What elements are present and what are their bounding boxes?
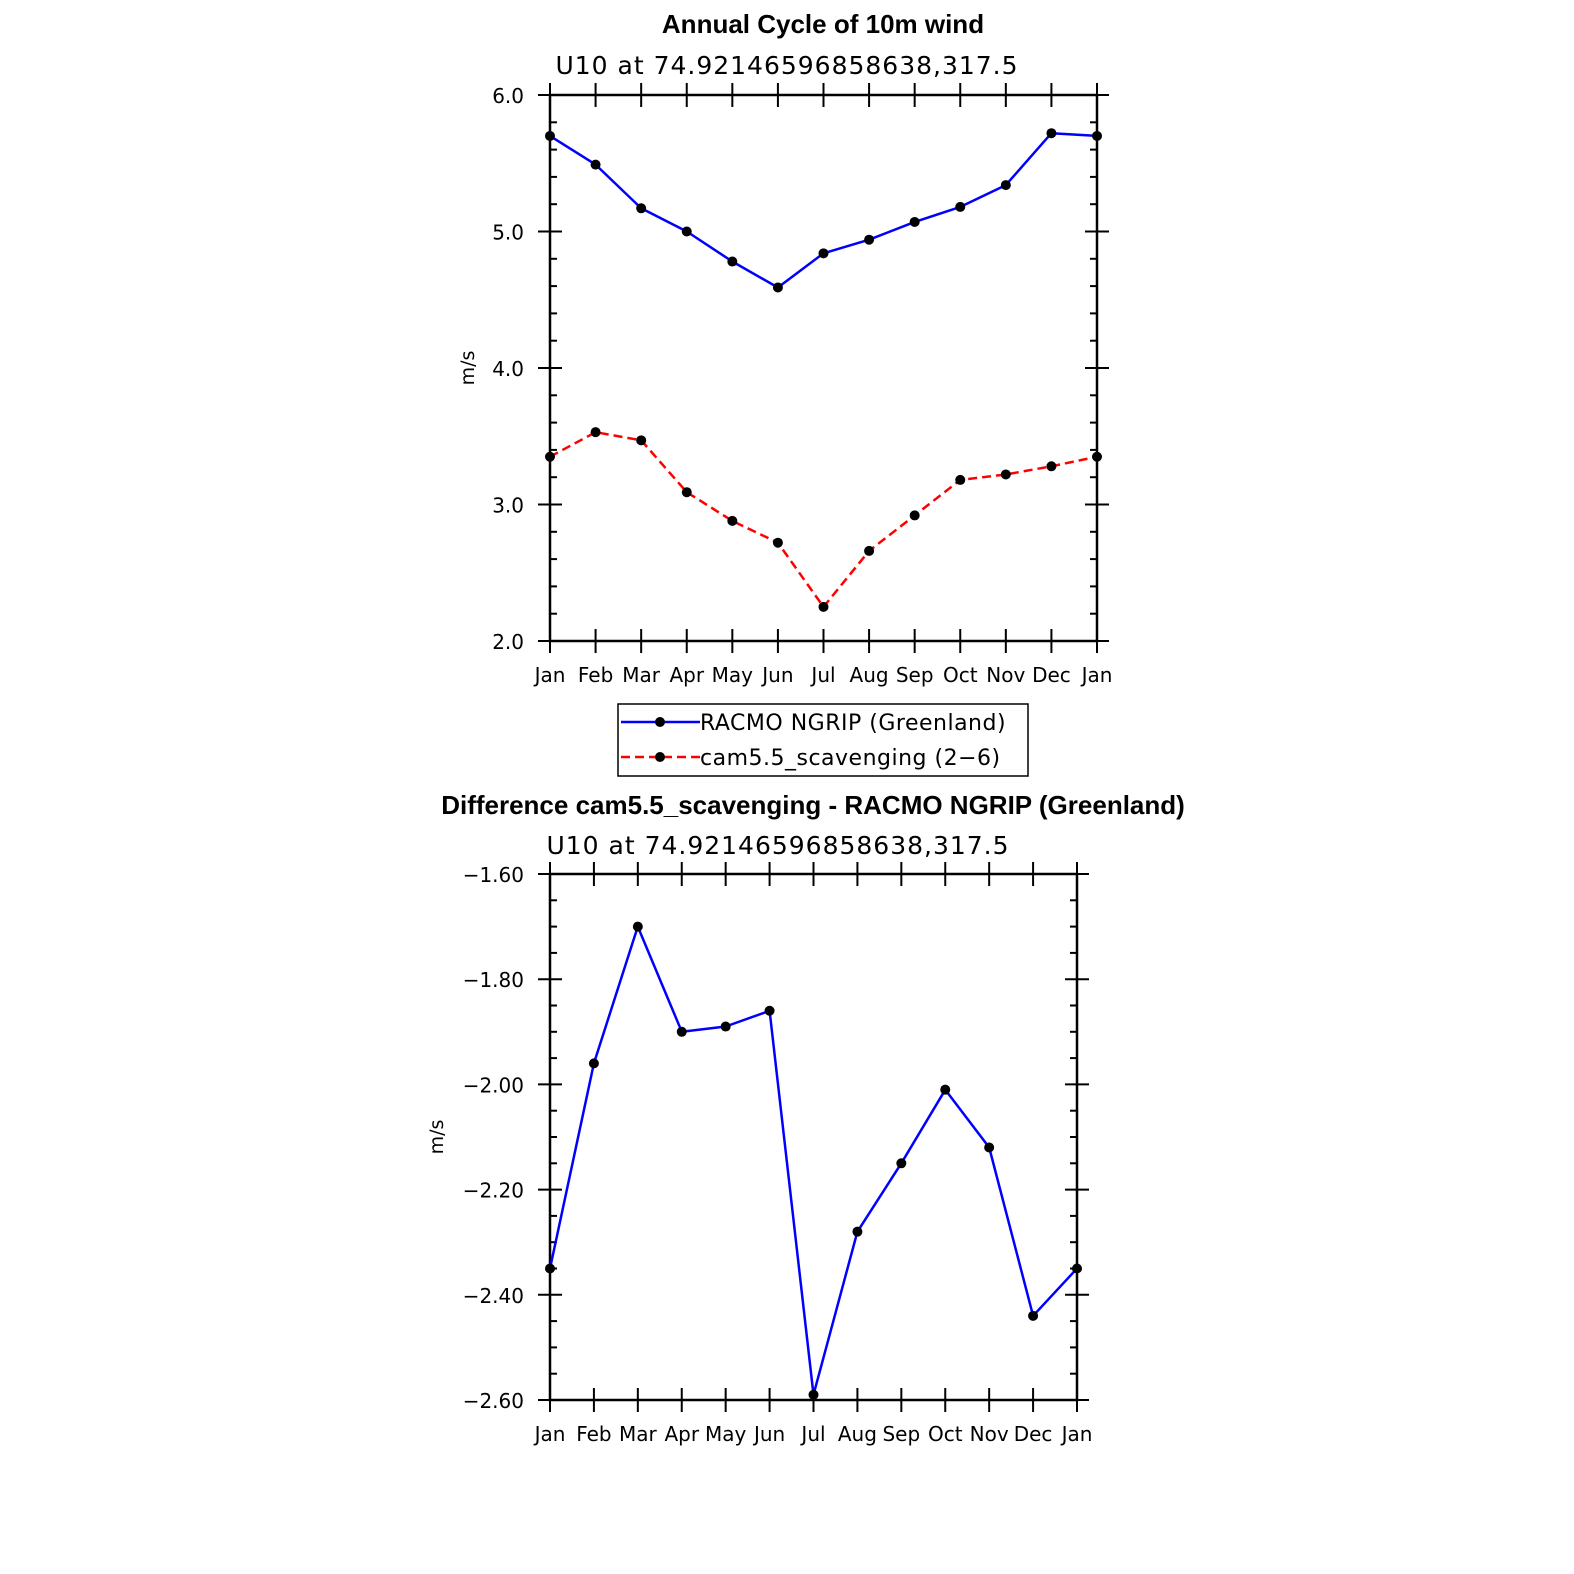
data-point xyxy=(955,201,966,212)
data-point xyxy=(545,451,555,462)
x-tick-label: May xyxy=(705,1422,747,1446)
data-point xyxy=(681,487,692,498)
data-point xyxy=(632,921,643,932)
x-tick-label: Jan xyxy=(1060,1422,1093,1446)
y-tick-label: −1.60 xyxy=(463,863,524,887)
y-tick-label: −2.40 xyxy=(463,1284,524,1308)
series-line-1 xyxy=(548,925,1078,1396)
y-tick-label: 3.0 xyxy=(492,494,524,518)
data-point xyxy=(1072,1263,1082,1274)
x-tick-label: Jan xyxy=(533,1422,566,1446)
x-tick-label: Sep xyxy=(882,1422,920,1446)
x-tick-label: Apr xyxy=(669,663,704,687)
data-point xyxy=(636,203,647,214)
x-tick-label: Apr xyxy=(664,1422,699,1446)
x-tick-label: Dec xyxy=(1032,663,1071,687)
x-tick-label: Nov xyxy=(970,1422,1009,1446)
x-tick-label: Jan xyxy=(1080,663,1113,687)
data-point xyxy=(909,216,920,227)
data-point xyxy=(1000,180,1011,191)
plot-frame xyxy=(548,93,1099,643)
y-tick-label: −2.60 xyxy=(463,1389,524,1413)
data-point xyxy=(681,226,692,237)
data-point xyxy=(720,1021,731,1032)
data-point xyxy=(955,474,966,485)
x-tick-label: Jun xyxy=(760,663,793,687)
legend-item-cam: cam5.5_scavenging (2−6) xyxy=(621,746,1001,771)
data-point xyxy=(590,159,601,170)
y-tick-label: 5.0 xyxy=(492,221,524,245)
legend-box xyxy=(617,703,1029,777)
data-point xyxy=(864,545,875,556)
data-point xyxy=(1046,128,1057,139)
data-point xyxy=(909,510,920,521)
data-point xyxy=(764,1005,775,1016)
x-tick-label: Jan xyxy=(533,663,566,687)
x-tick-label: Feb xyxy=(576,1422,611,1446)
data-point xyxy=(636,435,647,446)
data-point xyxy=(864,234,875,245)
x-tick-label: Dec xyxy=(1014,1422,1053,1446)
plot-area: Jan Feb Mar Apr May Jun Jul Aug Sep Oct Nov Dec Jan−… xyxy=(463,862,1093,1446)
x-tick-label: Jun xyxy=(752,1422,785,1446)
y-tick-label: 4.0 xyxy=(492,357,524,381)
data-point xyxy=(940,1084,951,1095)
legend-item-racmo: RACMO NGRIP (Greenland) xyxy=(621,711,1006,736)
y-tick-label: 2.0 xyxy=(492,630,524,654)
data-point xyxy=(818,601,829,612)
data-point xyxy=(852,1226,863,1237)
data-point xyxy=(1092,451,1102,462)
x-tick-label: Jul xyxy=(809,663,835,687)
data-point xyxy=(818,248,829,259)
y-tick-label: −2.00 xyxy=(463,1073,524,1097)
data-point xyxy=(808,1389,819,1400)
data-point xyxy=(545,130,555,141)
data-point xyxy=(1028,1310,1039,1321)
x-tick-label: Oct xyxy=(943,663,978,687)
y-axis-label: m/s xyxy=(457,351,479,386)
data-point xyxy=(588,1058,599,1069)
x-tick-label: Feb xyxy=(578,663,613,687)
y-axis-label: m/s xyxy=(426,1120,448,1155)
data-point xyxy=(772,537,783,548)
chart-subtitle: U10 at 74.92146596858638,317.5 xyxy=(555,51,1018,80)
legend: RACMO NGRIP (Greenland) cam5.5_scavengin… xyxy=(617,703,1029,777)
chart-title: Annual Cycle of 10m wind xyxy=(662,9,984,39)
y-tick-label: −2.20 xyxy=(463,1179,524,1203)
chart-annual-cycle: Annual Cycle of 10m wind U10 at 74.92146… xyxy=(457,9,1112,777)
x-tick-label: May xyxy=(712,663,754,687)
chart-subtitle: U10 at 74.92146596858638,317.5 xyxy=(546,831,1009,860)
x-tick-label: Aug xyxy=(850,663,889,687)
series-line-2 xyxy=(549,430,1098,609)
data-point xyxy=(772,282,783,293)
plot-area: Jan Feb Mar Apr May Jun Jul Aug Sep Oct Nov Dec Jan 2… xyxy=(492,83,1112,687)
x-tick-label: Nov xyxy=(986,663,1025,687)
data-point xyxy=(1092,130,1102,141)
y-tick-label: 6.0 xyxy=(492,84,524,108)
data-point xyxy=(727,515,738,526)
chart-title: Difference cam5.5_scavenging - RACMO NGR… xyxy=(441,790,1185,820)
chart-difference: Difference cam5.5_scavenging - RACMO NGR… xyxy=(426,790,1185,1446)
data-point xyxy=(545,1263,555,1274)
series-line-1 xyxy=(549,131,1098,289)
x-tick-label: Oct xyxy=(928,1422,963,1446)
data-point xyxy=(896,1158,907,1169)
data-point xyxy=(984,1142,995,1153)
data-point xyxy=(590,427,601,438)
x-tick-label: Jul xyxy=(799,1422,825,1446)
x-tick-label: Aug xyxy=(838,1422,877,1446)
legend-marker xyxy=(655,717,665,727)
x-tick-label: Mar xyxy=(622,663,661,687)
y-tick-label: −1.80 xyxy=(463,968,524,992)
legend-label: cam5.5_scavenging (2−6) xyxy=(700,746,1001,771)
data-point xyxy=(676,1026,687,1037)
data-point xyxy=(1000,469,1011,480)
legend-label: RACMO NGRIP (Greenland) xyxy=(700,711,1006,736)
data-point xyxy=(1046,461,1057,472)
x-tick-label: Mar xyxy=(619,1422,658,1446)
data-point xyxy=(727,256,738,267)
legend-marker xyxy=(655,752,665,762)
x-tick-label: Sep xyxy=(896,663,934,687)
